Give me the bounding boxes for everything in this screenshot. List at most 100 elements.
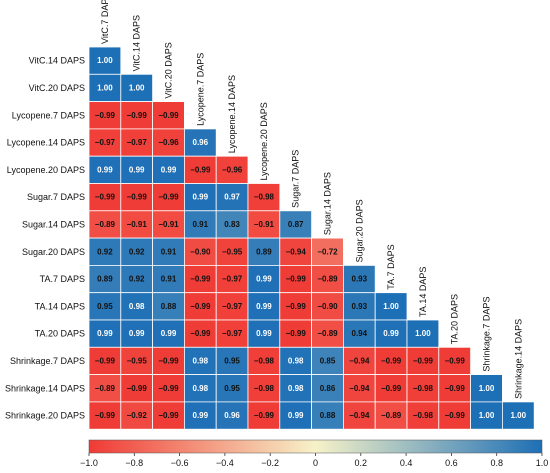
column-label: Shrinkage.14 DAPS bbox=[513, 319, 523, 399]
heatmap-cell bbox=[470, 401, 503, 430]
cell-value-label: −0.99 bbox=[445, 384, 466, 393]
heatmap-cell bbox=[120, 210, 154, 239]
cell-value-label: 0.99 bbox=[97, 165, 113, 174]
heatmap-cell bbox=[88, 237, 122, 266]
cell-value-label: 0.89 bbox=[97, 275, 113, 284]
cell-value-label: −0.89 bbox=[317, 329, 338, 338]
cell-value-label: −0.94 bbox=[349, 384, 370, 393]
colorbar-tick-label: 0.2 bbox=[355, 458, 368, 468]
cell-value-label: 0.98 bbox=[129, 302, 145, 311]
column-label: VitC.20 DAPS bbox=[164, 42, 174, 98]
cell-value-label: −0.95 bbox=[127, 356, 148, 365]
column-label: TA.7 DAPS bbox=[386, 244, 396, 289]
row-label: TA.7 DAPS bbox=[40, 274, 85, 284]
cell-value-label: −0.99 bbox=[254, 411, 275, 420]
cell-value-label: −0.99 bbox=[95, 111, 116, 120]
cell-value-label: −0.99 bbox=[381, 384, 402, 393]
colorbar-tick-label: −0.4 bbox=[216, 458, 234, 468]
column-label: Sugar.7 DAPS bbox=[291, 150, 301, 208]
cell-value-label: −0.89 bbox=[381, 411, 402, 420]
cell-value-label: −0.91 bbox=[254, 220, 275, 229]
heatmap-cell bbox=[152, 237, 185, 266]
cell-value-label: 0.86 bbox=[320, 384, 336, 393]
heatmap-cell bbox=[311, 292, 344, 321]
cell-value-label: 0.98 bbox=[193, 384, 209, 393]
cell-value-label: −0.99 bbox=[158, 411, 179, 420]
row-label: VitC.20 DAPS bbox=[29, 83, 85, 93]
cell-value-label: 0.89 bbox=[256, 247, 272, 256]
heatmap-cell bbox=[88, 46, 122, 75]
colorbar-tick-label: 1.0 bbox=[536, 458, 549, 468]
heatmap-cells: 1.00 1.00 1.00 −0.99 −0.99 −0.99 −0.97 −0.97 −0.… bbox=[88, 46, 535, 430]
cell-value-label: 0.99 bbox=[288, 411, 304, 420]
column-label: VitC.14 DAPS bbox=[132, 15, 142, 71]
heatmap-cell bbox=[88, 183, 122, 212]
cell-value-label: −0.99 bbox=[95, 193, 116, 202]
row-label: Shrinkage.7 DAPS bbox=[10, 356, 85, 366]
cell-value-label: 1.00 bbox=[415, 329, 431, 338]
cell-value-label: 0.88 bbox=[161, 302, 177, 311]
cell-value-label: 0.98 bbox=[288, 356, 304, 365]
heatmap-cell bbox=[152, 374, 185, 403]
heatmap-cell bbox=[152, 401, 185, 430]
cell-value-label: 0.92 bbox=[129, 275, 145, 284]
row-label: TA.14 DAPS bbox=[35, 301, 85, 311]
column-label: TA.20 DAPS bbox=[450, 294, 460, 344]
heatmap-cell bbox=[279, 210, 312, 239]
cell-value-label: −0.99 bbox=[158, 111, 179, 120]
cell-value-label: 0.99 bbox=[193, 193, 209, 202]
cell-value-label: 0.99 bbox=[256, 329, 272, 338]
row-label: Lycopene.7 DAPS bbox=[12, 110, 85, 120]
cell-value-label: 0.92 bbox=[129, 247, 145, 256]
cell-value-label: 0.87 bbox=[288, 220, 304, 229]
row-label: Shrinkage.14 DAPS bbox=[5, 383, 85, 393]
cell-value-label: −0.99 bbox=[127, 193, 148, 202]
heatmap-cell bbox=[406, 374, 440, 403]
row-label: Sugar.14 DAPS bbox=[22, 219, 85, 229]
heatmap-cell bbox=[279, 374, 312, 403]
cell-value-label: −0.99 bbox=[413, 356, 434, 365]
cell-value-label: 0.94 bbox=[352, 329, 368, 338]
heatmap-cell bbox=[183, 346, 217, 375]
cell-value-label: 0.99 bbox=[193, 411, 209, 420]
colorbar: −1.0 −0.8 −0.6 −0.4 −0.2 0 0.2 0.4 0.6 0.8 1.0 bbox=[80, 439, 549, 468]
heatmap-cell bbox=[120, 128, 154, 157]
colorbar-tick-label: 0.6 bbox=[445, 458, 458, 468]
colorbar-tick-label: −0.6 bbox=[171, 458, 189, 468]
cell-value-label: −0.99 bbox=[445, 356, 466, 365]
cell-value-label: −0.91 bbox=[127, 220, 148, 229]
cell-value-label: 1.00 bbox=[479, 411, 495, 420]
heatmap-cell bbox=[152, 101, 185, 130]
column-label: Lycopene.7 DAPS bbox=[195, 53, 205, 126]
heatmap-cell bbox=[247, 183, 281, 212]
cell-value-label: 0.91 bbox=[161, 247, 177, 256]
cell-value-label: 0.99 bbox=[97, 329, 113, 338]
heatmap-cell bbox=[120, 183, 154, 212]
cell-value-label: −0.99 bbox=[286, 302, 307, 311]
column-label: TA.14 DAPS bbox=[418, 267, 428, 317]
cell-value-label: 0.99 bbox=[161, 165, 177, 174]
heatmap-cell bbox=[215, 401, 249, 430]
cell-value-label: −0.97 bbox=[222, 302, 243, 311]
cell-value-label: 1.00 bbox=[129, 83, 145, 92]
cell-value-label: 0.99 bbox=[129, 329, 145, 338]
heatmap-cell bbox=[342, 292, 376, 321]
heatmap-cell bbox=[342, 346, 376, 375]
heatmap-cell bbox=[152, 346, 185, 375]
cell-value-label: −0.99 bbox=[286, 329, 307, 338]
row-label: Shrinkage.20 DAPS bbox=[5, 411, 85, 421]
row-labels: VitC.14 DAPS VitC.20 DAPS Lycopene.7 DAPS L… bbox=[5, 56, 85, 421]
cell-value-label: −0.97 bbox=[95, 138, 116, 147]
cell-value-label: −0.99 bbox=[190, 329, 211, 338]
cell-value-label: 0.92 bbox=[97, 247, 113, 256]
column-label: Lycopene.20 DAPS bbox=[259, 102, 269, 180]
cell-value-label: 0.95 bbox=[224, 384, 240, 393]
cell-value-label: 0.98 bbox=[288, 384, 304, 393]
cell-value-label: 0.99 bbox=[161, 329, 177, 338]
heatmap-cell bbox=[438, 401, 471, 430]
cell-value-label: −0.99 bbox=[158, 193, 179, 202]
heatmap-cell bbox=[152, 183, 185, 212]
cell-value-label: −0.99 bbox=[158, 356, 179, 365]
heatmap-cell bbox=[183, 183, 217, 212]
